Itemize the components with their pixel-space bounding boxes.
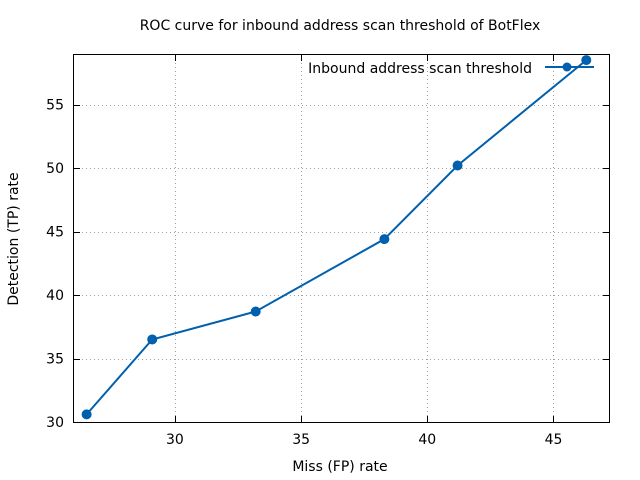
x-axis-title: Miss (FP) rate bbox=[292, 459, 387, 475]
legend: Inbound address scan threshold bbox=[308, 61, 594, 77]
tick-marks bbox=[74, 55, 609, 423]
y-tick-label: 50 bbox=[46, 161, 64, 177]
legend-label: Inbound address scan threshold bbox=[308, 61, 532, 77]
y-tick-label: 30 bbox=[46, 415, 64, 431]
y-tick-label: 45 bbox=[46, 225, 64, 241]
x-tick-label: 30 bbox=[166, 432, 184, 448]
x-tick-label: 45 bbox=[545, 432, 563, 448]
data-point bbox=[581, 55, 592, 66]
x-tick-label: 40 bbox=[418, 432, 436, 448]
x-tick-labels: 30 35 40 45 bbox=[166, 432, 562, 448]
data-point bbox=[147, 334, 158, 345]
data-point bbox=[379, 234, 390, 245]
y-axis-title: Detection (TP) rate bbox=[6, 172, 22, 305]
plot-frame bbox=[73, 54, 610, 423]
legend-marker bbox=[562, 62, 572, 72]
data-point bbox=[452, 160, 463, 171]
y-tick-label: 35 bbox=[46, 352, 64, 368]
y-tick-label: 40 bbox=[46, 288, 64, 304]
data-point bbox=[81, 409, 92, 420]
y-tick-label: 55 bbox=[46, 98, 64, 114]
series-line bbox=[85, 59, 587, 416]
data-point bbox=[250, 306, 261, 317]
x-tick-label: 35 bbox=[292, 432, 310, 448]
series-layer bbox=[81, 55, 592, 420]
plot-grid bbox=[74, 55, 609, 422]
y-tick-labels: 30 35 40 45 50 55 bbox=[46, 98, 64, 431]
chart-title: ROC curve for inbound address scan thres… bbox=[140, 18, 541, 34]
